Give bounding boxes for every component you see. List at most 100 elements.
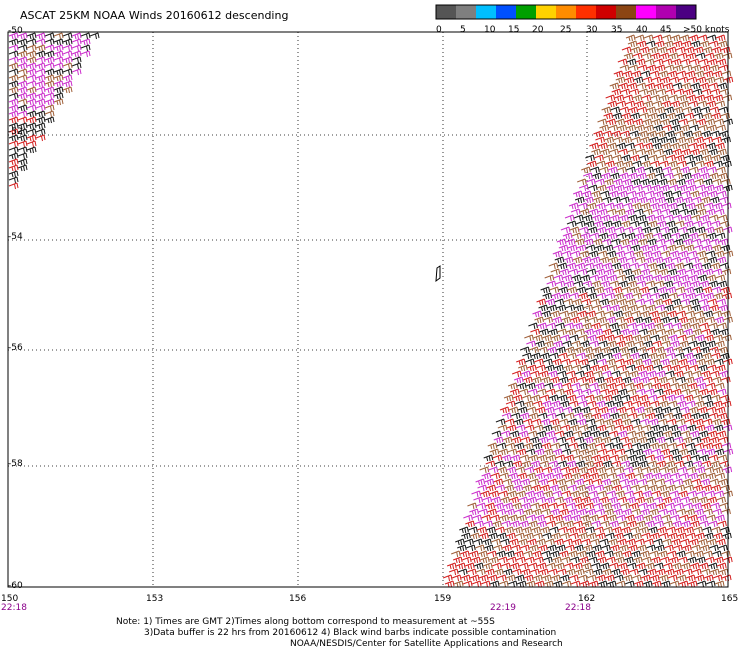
wind-barb-1987 bbox=[53, 38, 64, 46]
wind-barb-1256 bbox=[574, 436, 585, 444]
wind-barb-769 bbox=[534, 316, 544, 324]
wind-barb-1698 bbox=[488, 532, 498, 540]
wind-barb-2101 bbox=[8, 158, 19, 166]
wind-barb-837 bbox=[542, 334, 552, 342]
wind-barb-337 bbox=[640, 178, 650, 186]
wind-barb-4 bbox=[661, 34, 672, 42]
wind-barb-797 bbox=[582, 322, 592, 330]
wind-barb-1778 bbox=[664, 544, 674, 552]
wind-barb-1029 bbox=[579, 382, 590, 390]
wind-barb-731 bbox=[583, 304, 593, 312]
wind-barb-656 bbox=[663, 280, 674, 288]
wind-barb-1485 bbox=[666, 484, 677, 492]
colorbar-swatch-9 bbox=[616, 5, 637, 19]
wind-barb-1133 bbox=[625, 406, 636, 414]
wind-barb-296 bbox=[713, 160, 723, 168]
wind-barb-1568 bbox=[638, 502, 648, 510]
wind-barb-800 bbox=[609, 322, 619, 330]
wind-barb-1375 bbox=[674, 460, 685, 468]
wind-barb-1982 bbox=[8, 38, 19, 46]
wind-barb-575 bbox=[653, 256, 664, 264]
wind-barb-761 bbox=[658, 310, 668, 318]
wind-barb-1858 bbox=[545, 562, 556, 570]
wind-barb-269 bbox=[612, 154, 622, 162]
wind-barb-18 bbox=[690, 40, 701, 48]
wind-barb-702 bbox=[704, 292, 715, 300]
wind-barb-833 bbox=[710, 328, 720, 336]
wind-barb-1868 bbox=[635, 562, 646, 570]
wind-barb-1051 bbox=[563, 388, 574, 396]
wind-barb-164 bbox=[612, 112, 623, 120]
wind-barb-1175 bbox=[549, 418, 560, 426]
wind-barb-1315 bbox=[624, 448, 635, 456]
wind-barb-1968 bbox=[687, 580, 698, 588]
wind-barb-45 bbox=[722, 52, 733, 60]
wind-barb-1699 bbox=[497, 532, 507, 540]
wind-barb-1823 bbox=[515, 556, 526, 564]
wind-barb-1080 bbox=[602, 394, 613, 402]
wind-barb-1310 bbox=[579, 448, 590, 456]
wind-barb-1703 bbox=[533, 532, 543, 540]
wind-barb-1065 bbox=[689, 388, 700, 396]
wind-barb-136 bbox=[607, 100, 618, 108]
wind-barb-220 bbox=[719, 130, 729, 138]
wind-barb-1434 bbox=[706, 472, 717, 480]
wind-barb-1110 bbox=[649, 400, 660, 408]
wind-barb-134 bbox=[713, 94, 724, 102]
wind-barb-1275 bbox=[505, 442, 516, 450]
wind-barb-1925 bbox=[586, 574, 597, 582]
wind-barb-409 bbox=[667, 202, 678, 210]
wind-barb-1921 bbox=[550, 574, 561, 582]
wind-barb-1898 bbox=[628, 568, 639, 576]
wind-barb-1931 bbox=[640, 574, 651, 582]
wind-barb-1142 bbox=[706, 406, 717, 414]
wind-barb-2008 bbox=[80, 50, 91, 58]
wind-barb-1264 bbox=[646, 436, 657, 444]
wind-barb-208 bbox=[611, 130, 621, 138]
wind-barb-1372 bbox=[647, 460, 658, 468]
wind-barb-1638 bbox=[483, 520, 493, 528]
wind-barb-62 bbox=[655, 64, 666, 72]
wind-barb-1385 bbox=[515, 466, 526, 474]
wind-barb-678 bbox=[675, 286, 686, 294]
wind-barb-411 bbox=[685, 202, 696, 210]
wind-barb-1549 bbox=[467, 502, 477, 510]
wind-barb-804 bbox=[645, 322, 655, 330]
wind-barb-576 bbox=[662, 256, 673, 264]
wind-barb-1009 bbox=[621, 376, 632, 384]
wind-barb-698 bbox=[668, 292, 679, 300]
wind-barb-129 bbox=[668, 94, 679, 102]
wind-barb-1928 bbox=[613, 574, 624, 582]
wind-barb-504 bbox=[706, 232, 717, 240]
wind-barb-1207 bbox=[605, 424, 616, 432]
wind-barb-647 bbox=[582, 280, 593, 288]
wind-barb-1355 bbox=[494, 460, 505, 468]
wind-barb-1020 bbox=[720, 376, 731, 384]
wind-barb-728 bbox=[556, 304, 566, 312]
wind-barb-1514 bbox=[669, 490, 679, 498]
wind-barb-889 bbox=[601, 346, 611, 354]
wind-barb-1666 bbox=[468, 526, 478, 534]
wind-barb-1402 bbox=[668, 466, 679, 474]
wind-barb-1948 bbox=[507, 580, 518, 588]
wind-barb-982 bbox=[592, 370, 603, 378]
wind-barb-1747 bbox=[653, 538, 663, 546]
wind-barb-857 bbox=[722, 334, 732, 342]
wind-barb-1188 bbox=[666, 418, 677, 426]
wind-barb-1120 bbox=[508, 406, 519, 414]
wind-barb-1433 bbox=[697, 472, 708, 480]
wind-barb-577 bbox=[671, 256, 682, 264]
wind-barb-1813 bbox=[703, 550, 713, 558]
wind-barb-1678 bbox=[576, 526, 586, 534]
wind-barb-1883 bbox=[493, 568, 504, 576]
wind-barb-873 bbox=[661, 340, 671, 348]
wind-barb-405 bbox=[631, 202, 642, 210]
wind-barb-1240 bbox=[662, 430, 673, 438]
wind-barb-796 bbox=[573, 322, 583, 330]
wind-barb-1952 bbox=[543, 580, 554, 588]
wind-barb-29 bbox=[684, 46, 695, 54]
wind-barb-192 bbox=[599, 124, 609, 132]
wind-barb-1390 bbox=[560, 466, 571, 474]
wind-barb-482 bbox=[677, 226, 688, 234]
wind-barb-1045 bbox=[509, 388, 520, 396]
